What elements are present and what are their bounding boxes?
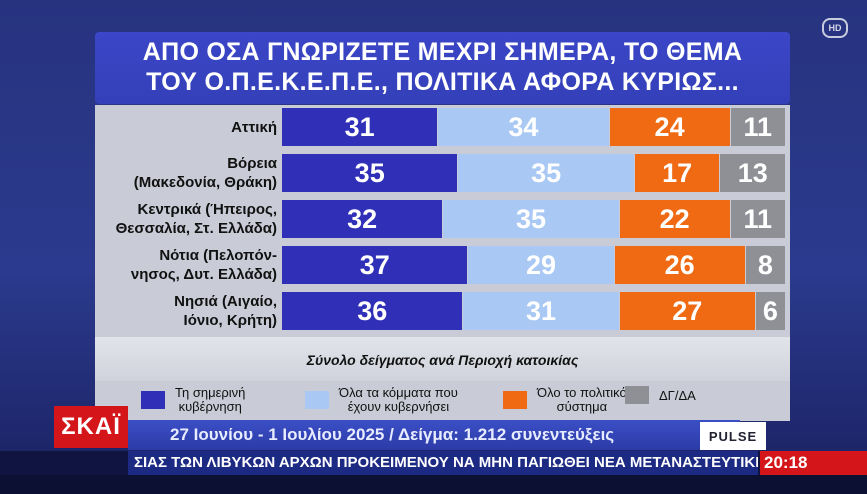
chart-title-line-1: ΑΠΟ ΟΣΑ ΓΝΩΡΙΖΕΤΕ ΜΕΧΡΙ ΣΗΜΕΡΑ, ΤΟ ΘΕΜΑ — [142, 38, 743, 66]
chart-title-box: ΑΠΟ ΟΣΑ ΓΝΩΡΙΖΕΤΕ ΜΕΧΡΙ ΣΗΜΕΡΑ, ΤΟ ΘΕΜΑ … — [95, 32, 790, 104]
row-label-line: Κεντρικά (Ήπειρος, — [137, 201, 277, 218]
bar-segment: 29 — [468, 246, 614, 284]
legend-label: Όλο το πολιτικό σύστημα — [537, 386, 627, 414]
chart-footer-strip — [95, 337, 790, 383]
bar-segment: 27 — [619, 292, 755, 330]
row-label-line: Ιόνιο, Κρήτη) — [183, 312, 277, 329]
legend-item: Όλα τα κόμματα που έχουν κυβερνήσει — [305, 386, 458, 414]
chart-title-line-2: ΤΟΥ Ο.Π.Ε.Κ.Ε.Π.Ε., ΠΟΛΙΤΙΚΑ ΑΦΟΡΑ ΚΥΡΙΩ… — [146, 68, 739, 96]
legend-label-line: Όλο το πολιτικό — [537, 385, 627, 400]
legend-item: ΔΓ/ΔΑ — [625, 386, 696, 404]
bar-segment: 35 — [282, 154, 458, 192]
row-label-line: Θεσσαλία, Στ. Ελλάδα) — [115, 220, 277, 237]
legend-swatch — [305, 391, 329, 409]
bar-segment: 35 — [443, 200, 619, 238]
legend-swatch — [503, 391, 527, 409]
legend-label: Όλα τα κόμματα που έχουν κυβερνήσει — [339, 386, 458, 414]
legend-label-line: έχουν κυβερνήσει — [347, 399, 450, 414]
bar-segment: 17 — [634, 154, 720, 192]
bar-segment: 13 — [720, 154, 785, 192]
legend-label-line: κυβέρνηση — [178, 399, 242, 414]
legend-item: Όλο το πολιτικό σύστημα — [503, 386, 627, 414]
hd-badge: HD — [822, 18, 848, 38]
legend-label-line: ΔΓ/ΔΑ — [659, 388, 696, 403]
legend-item: Τη σημερινή κυβέρνηση — [141, 386, 245, 414]
bar-segment: 31 — [282, 108, 438, 146]
news-ticker: ΣΙΑΣ ΤΩΝ ΛΙΒΥΚΩΝ ΑΡΧΩΝ ΠΡΟΚΕΙΜΕΝΟΥ ΝΑ ΜΗ… — [0, 451, 867, 475]
row-label: Αττική — [100, 118, 277, 137]
bottom-strip — [0, 475, 867, 494]
bar-segment: 22 — [619, 200, 730, 238]
row-label: Νησιά (Αιγαίο, Ιόνιο, Κρήτη) — [100, 292, 277, 330]
bar-segment: 8 — [745, 246, 785, 284]
bar-segment: 37 — [282, 246, 468, 284]
row-label-line: (Μακεδονία, Θράκη) — [133, 174, 277, 191]
row-label: Κεντρικά (Ήπειρος, Θεσσαλία, Στ. Ελλάδα) — [100, 200, 277, 238]
bar-segment: 35 — [458, 154, 634, 192]
ticker-text: ΣΙΑΣ ΤΩΝ ΛΙΒΥΚΩΝ ΑΡΧΩΝ ΠΡΟΚΕΙΜΕΝΟΥ ΝΑ ΜΗ… — [128, 451, 758, 475]
bar-segment: 6 — [755, 292, 785, 330]
row-label-line: Νότια (Πελοπόν- — [159, 247, 277, 264]
legend-label-line: σύστημα — [556, 399, 608, 414]
row-label-line: νησος, Δυτ. Ελλάδα) — [130, 266, 277, 283]
bar-segment: 36 — [282, 292, 463, 330]
legend-swatch — [625, 386, 649, 404]
row-label: Βόρεια (Μακεδονία, Θράκη) — [100, 154, 277, 192]
pulse-logo: PULSE — [700, 422, 766, 450]
bar-segment: 32 — [282, 200, 443, 238]
chart-subtitle: Σύνολο δείγματος ανά Περιοχή κατοικίας — [306, 352, 579, 368]
clock: 20:18 — [760, 451, 867, 475]
channel-logo: ΣΚΑΪ — [54, 406, 128, 448]
chart-legend: Τη σημερινή κυβέρνηση Όλα τα κόμματα που έχ… — [95, 381, 790, 421]
legend-label: ΔΓ/ΔΑ — [659, 387, 696, 403]
row-label-line: Νησιά (Αιγαίο, — [174, 293, 277, 310]
bar-segment: 11 — [730, 108, 785, 146]
legend-label-line: Όλα τα κόμματα που — [339, 385, 458, 400]
row-label-line: Αττική — [231, 118, 277, 136]
bar-segment: 31 — [463, 292, 619, 330]
bar-segment: 11 — [730, 200, 785, 238]
bar-segment: 24 — [609, 108, 730, 146]
row-label: Νότια (Πελοπόν-νησος, Δυτ. Ελλάδα) — [100, 246, 277, 284]
bar-segment: 26 — [614, 246, 745, 284]
row-label-line: Βόρεια — [227, 155, 277, 172]
legend-label: Τη σημερινή κυβέρνηση — [175, 386, 245, 414]
legend-label-line: Τη σημερινή — [175, 385, 246, 400]
legend-swatch — [141, 391, 165, 409]
bar-segment: 34 — [438, 108, 609, 146]
survey-info-bar: 27 Ιουνίου - 1 Ιουλίου 2025 / Δείγμα: 1.… — [128, 420, 740, 450]
